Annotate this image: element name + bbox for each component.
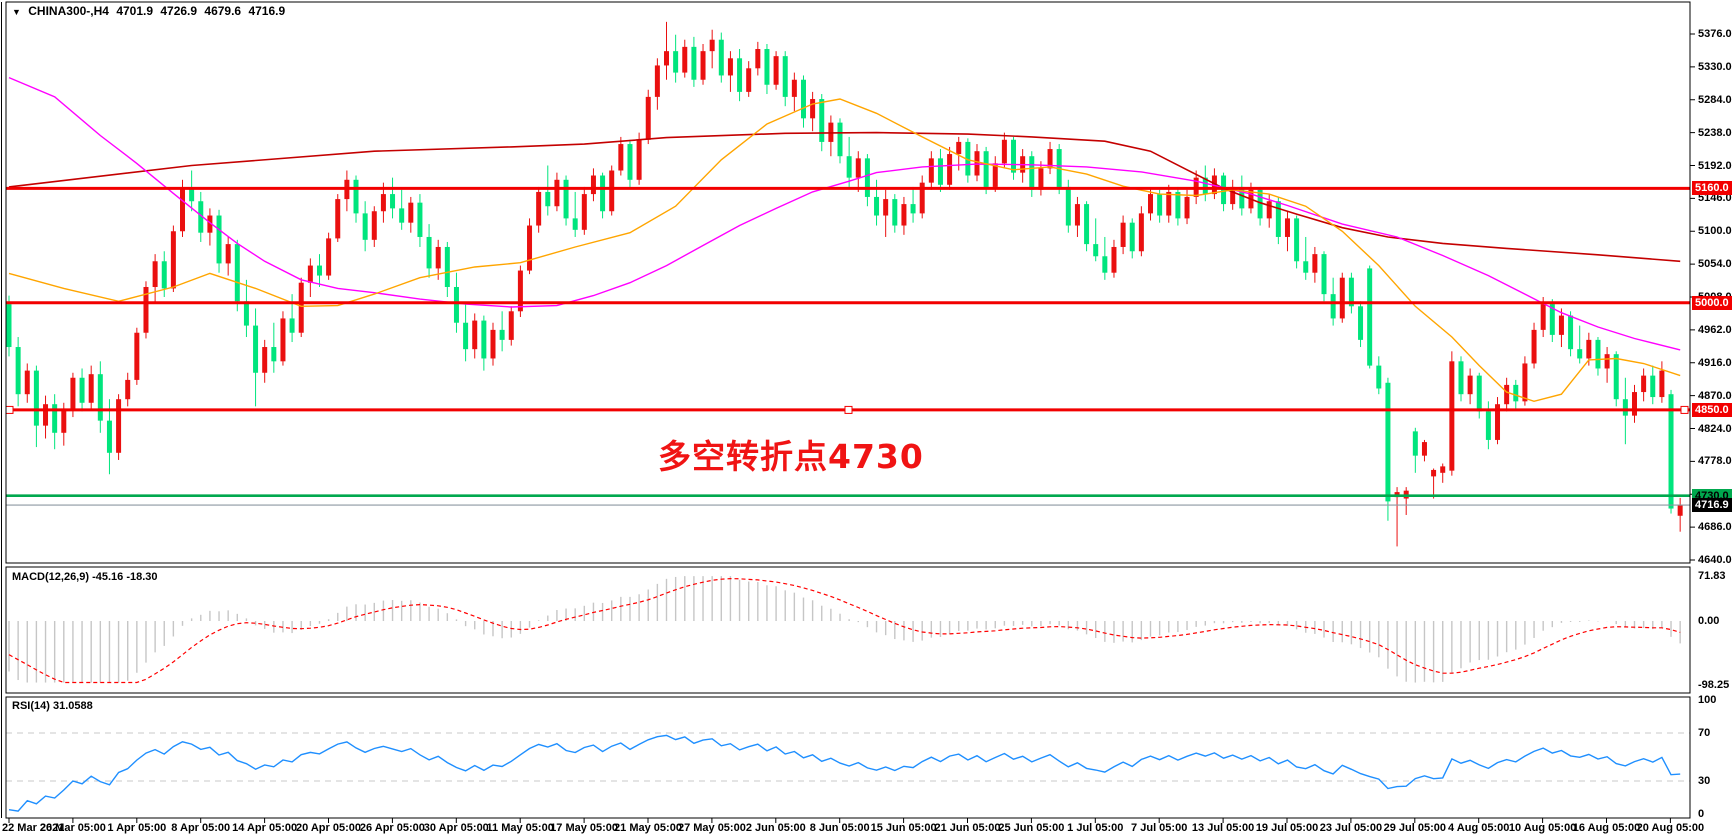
rsi-scale-label: 100 [1698, 694, 1717, 706]
x-axis-label: 23 Jul 05:00 [1319, 822, 1383, 834]
x-axis-label: 26 Apr 05:00 [359, 822, 425, 834]
collapse-triangle-icon[interactable]: ▼ [12, 7, 21, 17]
rsi-indicator-label: RSI(14) 31.0588 [12, 700, 93, 712]
x-axis-label: 4 Aug 05:00 [1448, 822, 1510, 834]
turning-point-annotation[interactable]: 多空转折点4730 [658, 437, 924, 476]
x-axis-label: 17 May 05:00 [550, 822, 619, 834]
x-axis-label: 1 Jul 05:00 [1067, 822, 1124, 834]
y-axis-label: 5238.0 [1698, 126, 1732, 139]
y-axis-label: 5376.0 [1698, 28, 1732, 40]
rsi-scale-label: 0 [1698, 808, 1705, 820]
symbol-timeframe: CHINA300-,H4 [28, 4, 109, 18]
panel-borders [1, 1, 1691, 819]
x-axis-label: 13 Jul 05:00 [1191, 822, 1255, 834]
rsi-scale-label: 70 [1698, 727, 1711, 739]
macd-scale-label: -98.25 [1698, 678, 1730, 691]
rsi-line [8, 734, 1681, 812]
x-axis-label: 25 Jun 05:00 [998, 822, 1065, 834]
x-axis-label: 14 Apr 05:00 [232, 822, 298, 834]
ohlc-high: 4726.9 [160, 4, 198, 18]
ohlc-close: 4716.9 [248, 4, 286, 18]
hline-price-tag-resistance-5160[interactable]: 5160.0 [1692, 181, 1732, 196]
x-axis-label: 7 Jul 05:00 [1131, 822, 1188, 834]
chart-title: ▼ CHINA300-,H4 4701.9 4726.9 4679.6 4716… [12, 4, 289, 18]
candlesticks [6, 21, 1683, 547]
hline-drag-handle[interactable] [1680, 405, 1689, 414]
x-axis-label: 15 Jun 05:00 [870, 822, 937, 834]
current-price-tag: 4716.9 [1692, 498, 1732, 513]
y-axis-label: 5146.0 [1698, 192, 1732, 205]
x-axis-label: 8 Jun 05:00 [809, 822, 870, 834]
macd-indicator-label: MACD(12,26,9) -45.16 -18.30 [12, 571, 158, 583]
x-axis-label: 2 Jun 05:00 [745, 822, 806, 834]
x-axis-label: 19 Jul 05:00 [1255, 822, 1319, 834]
x-axis-label: 20 Apr 05:00 [295, 822, 362, 834]
ohlc-open: 4701.9 [116, 4, 154, 18]
y-axis-label: 5330.0 [1698, 60, 1732, 73]
y-axis-label: 4962.0 [1698, 323, 1732, 336]
y-axis-label: 4686.0 [1698, 521, 1732, 534]
macd-scale-label: 71.83 [1698, 570, 1726, 583]
x-axis-label: 21 Jun 05:00 [934, 822, 1001, 834]
y-axis-label: 4824.0 [1698, 422, 1732, 435]
ma-fast-orange [8, 98, 1681, 403]
hline-drag-handle[interactable] [844, 405, 853, 414]
x-axis-label: 26 Mar 05:00 [39, 822, 106, 834]
y-axis-label: 4640.0 [1698, 554, 1732, 566]
hline-drag-handle[interactable] [5, 405, 14, 414]
x-axis-label: 10 Aug 05:00 [1508, 822, 1577, 834]
y-axis-label: 5192.0 [1698, 159, 1732, 172]
macd-scale-label: 0.00 [1698, 615, 1720, 627]
hline-price-tag-support-4850[interactable]: 4850.0 [1692, 402, 1732, 417]
y-axis-label: 5284.0 [1698, 93, 1732, 106]
x-axis-label: 22 Mar 2021 [2, 822, 65, 834]
ma-mid-magenta [8, 76, 1681, 351]
y-axis-label: 4916.0 [1698, 356, 1732, 369]
x-axis-label: 27 May 05:00 [677, 822, 746, 834]
x-axis-label: 30 Apr 05:00 [423, 822, 489, 834]
y-axis-label: 5054.0 [1698, 258, 1732, 271]
x-axis-label: 20 Aug 05:00 [1636, 822, 1705, 834]
y-axis-label: 4778.0 [1698, 455, 1732, 468]
x-axis-label: 21 May 05:00 [614, 822, 682, 834]
y-axis-label: 5100.0 [1698, 225, 1732, 238]
hline-price-tag-support-5000[interactable]: 5000.0 [1692, 295, 1732, 310]
macd-histogram [8, 576, 1681, 683]
ma-slow-dark-red [8, 131, 1681, 263]
y-axis-label: 4870.0 [1698, 389, 1732, 402]
x-axis-label: 8 Apr 05:00 [171, 822, 231, 834]
x-axis-label: 11 May 05:00 [486, 822, 554, 834]
macd-signal-line [8, 577, 1681, 684]
rsi-scale-label: 30 [1698, 775, 1711, 787]
ohlc-low: 4679.6 [204, 4, 242, 18]
x-axis-label: 29 Jul 05:00 [1383, 822, 1446, 834]
x-axis-label: 16 Aug 05:00 [1572, 822, 1641, 834]
axis-ticks [8, 33, 1695, 823]
x-axis-label: 1 Apr 05:00 [107, 822, 167, 834]
